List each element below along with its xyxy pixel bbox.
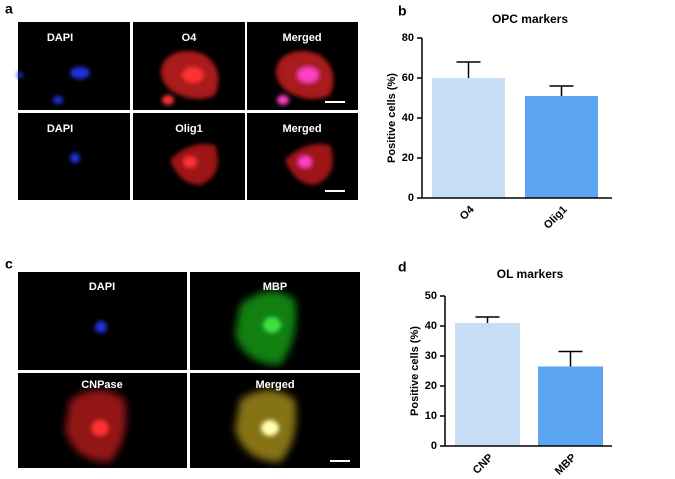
bar [432,78,505,198]
chart-title: OPC markers [492,12,568,26]
bar [525,96,598,198]
panel-label: a [5,1,13,17]
image-label: CNPase [81,379,123,391]
y-axis-label: Positive cells (%) [409,326,421,416]
y-tick-label: 20 [402,152,414,164]
chart: d OL markers Positive cells (%) CNP MBP 0 10 20… [398,259,612,478]
error-bar [475,316,500,323]
panel-c: c DAPI MBP CNPase Merged [5,256,360,468]
chart: b OPC markers Positive cells (%) O4 Olig1 0 20… [386,3,612,232]
bar [538,366,603,446]
scale-bar [325,190,345,192]
x-tick-label: MBP [553,452,579,478]
error-bar [558,350,583,367]
image-label: O4 [182,32,198,44]
x-tick-label: O4 [458,203,477,222]
scale-bar [325,101,345,103]
micrograph [18,22,130,110]
image-label: MBP [263,281,287,293]
y-tick-label: 40 [402,112,414,124]
micrograph [18,272,187,370]
y-tick-label: 0 [431,440,437,452]
image-label: DAPI [47,123,73,135]
x-tick-label: CNP [471,452,496,477]
cells [65,291,296,462]
cells [17,51,334,185]
y-axis-label: Positive cells (%) [386,73,398,163]
y-tick-label: 20 [425,380,437,392]
panel-a: a DAPI O4 Merged DAPI Olig1 Merged [5,1,358,200]
panel-label: d [398,259,407,275]
image-label: Merged [255,379,294,391]
y-tick-label: 30 [425,350,437,362]
error-bar [456,61,481,78]
image-label: Merged [282,123,321,135]
y-tick-label: 40 [425,320,437,332]
chart-title: OL markers [497,267,564,281]
image-label: Merged [282,32,321,44]
panel-label: b [398,3,407,19]
y-tick-label: 0 [408,192,414,204]
x-tick-label: Olig1 [542,204,570,232]
y-tick-label: 80 [402,32,414,44]
y-tick-label: 10 [425,410,437,422]
image-label: DAPI [47,32,73,44]
y-tick-label: 50 [425,290,437,302]
error-bar [549,85,574,96]
y-tick-label: 60 [402,72,414,84]
scale-bar [330,460,350,462]
image-label: DAPI [89,281,115,293]
image-label: Olig1 [175,123,203,135]
bar [455,323,520,446]
panel-label: c [5,256,13,272]
